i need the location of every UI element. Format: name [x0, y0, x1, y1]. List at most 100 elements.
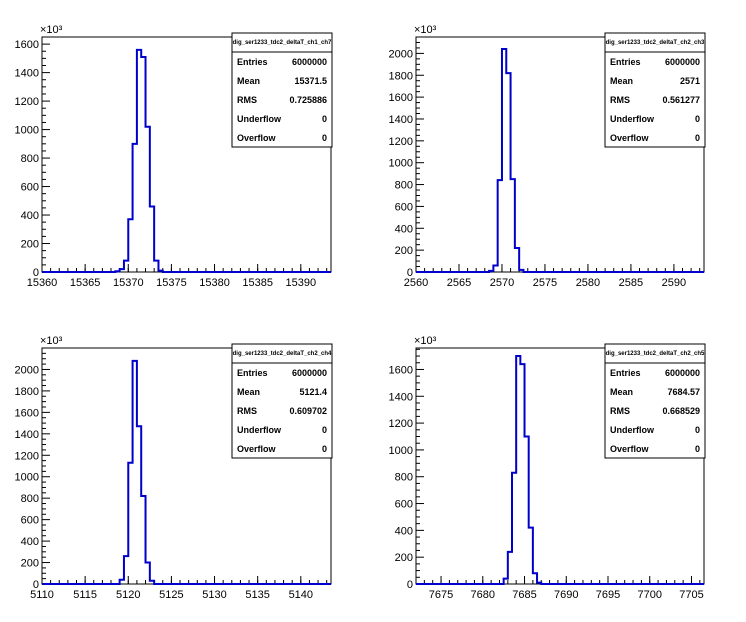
- y-tick-label: 200: [395, 245, 413, 257]
- y-tick-label: 600: [21, 515, 39, 527]
- y-tick-label: 0: [407, 579, 413, 591]
- y-tick-label: 800: [21, 493, 39, 505]
- stats-value: 2571: [680, 76, 700, 86]
- stats-label: RMS: [610, 406, 630, 416]
- y-tick-label: 1400: [15, 68, 39, 80]
- x-tick-label: 5115: [73, 589, 97, 601]
- y-tick-label: 1000: [15, 125, 39, 137]
- y-tick-label: 1000: [389, 158, 413, 170]
- stats-label: RMS: [610, 95, 630, 105]
- stats-value: 0: [322, 444, 327, 454]
- stats-label: Mean: [237, 76, 260, 86]
- stats-title: dig_ser1233_tdc2_deltaT_ch2_ch4: [233, 351, 332, 357]
- stats-label: RMS: [237, 95, 257, 105]
- stats-title: dig_ser1233_tdc2_deltaT_ch2_ch5: [606, 351, 705, 357]
- stats-box: dig_ser1233_tdc2_deltaT_ch2_ch3 Entries 60…: [604, 32, 706, 148]
- y-multiplier-label: ×10³: [40, 335, 63, 347]
- stats-value: 6000000: [665, 368, 700, 378]
- y-tick-label: 1600: [389, 92, 413, 104]
- stats-box: dig_ser1233_tdc2_deltaT_ch1_ch7 Entries 60…: [231, 32, 333, 148]
- y-tick-label: 0: [33, 579, 39, 591]
- x-tick-label: 7695: [596, 589, 620, 601]
- y-tick-label: 2000: [15, 364, 39, 376]
- y-tick-label: 1200: [389, 136, 413, 148]
- y-tick-label: 400: [395, 223, 413, 235]
- stats-box-frame: [231, 32, 333, 148]
- stats-value: 0.725886: [289, 95, 327, 105]
- x-tick-label: 7700: [637, 589, 661, 601]
- x-tick-label: 2590: [662, 277, 686, 289]
- stats-value: 7684.57: [667, 387, 700, 397]
- x-tick-label: 2580: [576, 277, 600, 289]
- histogram-line: [42, 359, 331, 585]
- x-tick-label: 5110: [30, 589, 54, 601]
- x-tick-label: 7690: [554, 589, 578, 601]
- stats-value: 0.609702: [289, 406, 327, 416]
- y-tick-label: 0: [407, 267, 413, 279]
- x-tick-label: 5120: [116, 589, 140, 601]
- stats-label: RMS: [237, 406, 257, 416]
- stats-label: Underflow: [237, 114, 282, 124]
- stats-label: Underflow: [610, 425, 655, 435]
- y-tick-label: 1200: [389, 418, 413, 430]
- stats-value: 0: [322, 425, 327, 435]
- stats-label: Overflow: [237, 133, 277, 143]
- stats-box-frame: [604, 32, 706, 148]
- stats-label: Mean: [237, 387, 260, 397]
- x-tick-label: 7705: [679, 589, 703, 601]
- stats-value: 6000000: [665, 57, 700, 67]
- x-tick-label: 15370: [113, 277, 144, 289]
- x-tick-label: 15385: [242, 277, 273, 289]
- stats-value: 0.668529: [662, 406, 700, 416]
- histogram-panel-4: 0 200 400 600 800 1000 1200 1400 1600 7675 7680 768…: [389, 335, 706, 601]
- y-tick-label: 1600: [15, 39, 39, 51]
- stats-label: Entries: [237, 368, 268, 378]
- y-tick-label: 200: [21, 558, 39, 570]
- x-tick-label: 2575: [533, 277, 557, 289]
- y-tick-label: 400: [21, 536, 39, 548]
- x-tick-label: 5140: [289, 589, 313, 601]
- y-tick-label: 1000: [389, 445, 413, 457]
- y-tick-label: 1000: [15, 472, 39, 484]
- y-tick-label: 600: [21, 182, 39, 194]
- y-multiplier-label: ×10³: [414, 335, 437, 347]
- histogram-panel-1: 0 200 400 600 800 1000 1200 1400 1600 15360 15365 1…: [15, 24, 333, 289]
- stats-box-frame: [604, 343, 706, 459]
- x-tick-label: 15380: [199, 277, 230, 289]
- stats-label: Underflow: [237, 425, 282, 435]
- stats-value: 15371.5: [294, 76, 327, 86]
- y-tick-label: 0: [33, 267, 39, 279]
- histogram-panel-3: 0 200 400 600 800 1000 1200 1400 1600 1800 2000 511…: [15, 335, 333, 601]
- stats-value: 0: [695, 425, 700, 435]
- x-tick-label: 7685: [512, 589, 536, 601]
- stats-label: Entries: [610, 368, 641, 378]
- stats-label: Entries: [610, 57, 641, 67]
- y-tick-label: 600: [395, 201, 413, 213]
- y-tick-label: 600: [395, 499, 413, 511]
- stats-value: 0: [695, 133, 700, 143]
- stats-label: Overflow: [610, 133, 650, 143]
- stats-label: Entries: [237, 57, 268, 67]
- y-tick-label: 1400: [15, 429, 39, 441]
- y-tick-label: 200: [395, 552, 413, 564]
- stats-box: dig_ser1233_tdc2_deltaT_ch2_ch4 Entries 60…: [231, 343, 333, 459]
- x-tick-label: 2585: [619, 277, 643, 289]
- histogram-line: [42, 48, 331, 273]
- x-tick-label: 2560: [404, 277, 428, 289]
- stats-label: Underflow: [610, 114, 655, 124]
- x-tick-label: 5135: [245, 589, 269, 601]
- histogram-line: [416, 48, 704, 273]
- stats-label: Mean: [610, 76, 633, 86]
- stats-label: Overflow: [237, 444, 277, 454]
- x-tick-label: 15375: [156, 277, 187, 289]
- y-tick-label: 1600: [389, 364, 413, 376]
- y-multiplier-label: ×10³: [414, 24, 437, 36]
- y-tick-label: 400: [395, 525, 413, 537]
- stats-label: Mean: [610, 387, 633, 397]
- stats-value: 0: [695, 114, 700, 124]
- y-tick-label: 800: [395, 180, 413, 192]
- histogram-line: [416, 355, 704, 585]
- stats-box: dig_ser1233_tdc2_deltaT_ch2_ch5 Entries 60…: [604, 343, 706, 459]
- y-tick-label: 1600: [15, 407, 39, 419]
